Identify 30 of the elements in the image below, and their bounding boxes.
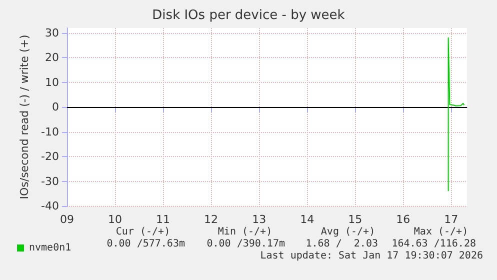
x-tick-label: 13 — [252, 213, 266, 226]
text: Min (-/+) — [218, 226, 272, 238]
x-tick-label: 12 — [204, 213, 218, 226]
y-tick-label: -20 — [41, 150, 59, 164]
text: 0.00 /390.17m — [206, 238, 285, 250]
x-tick-label: 16 — [396, 213, 410, 226]
y-tick-label: -10 — [41, 125, 59, 138]
text: Cur (-/+) — [116, 226, 170, 238]
y-tick-label: 30 — [45, 26, 59, 40]
line-series — [448, 37, 465, 192]
y-tick-label: -30 — [41, 174, 59, 188]
x-tick-label: 11 — [156, 213, 170, 226]
x-tick-label: 17 — [444, 213, 458, 226]
text: 0.00 /577.63m — [106, 238, 185, 250]
y-tick-label: -40 — [41, 200, 59, 212]
text: Max (-/+) — [414, 226, 468, 238]
legend-label: nvme0n1 — [29, 242, 72, 254]
y-axis-title: IOs/second read (-) / write (+) — [18, 34, 32, 200]
chart-title: Disk IOs per device - by week — [152, 8, 346, 23]
text: 1.68 / 2.03 — [306, 238, 378, 250]
x-tick-label: 09 — [60, 213, 74, 226]
text: 164.63 /116.28 — [392, 238, 476, 250]
y-tick-label: 10 — [45, 76, 59, 89]
x-tick-label: 14 — [300, 213, 314, 226]
y-tick-label: 20 — [45, 51, 59, 64]
y-tick-label: 0 — [52, 100, 59, 114]
text: Last update: Sat Jan 17 19:30:07 2026 — [260, 250, 483, 262]
x-tick-label: 10 — [108, 213, 122, 226]
x-tick-label: 15 — [348, 213, 362, 226]
text: Avg (-/+) — [320, 226, 376, 238]
